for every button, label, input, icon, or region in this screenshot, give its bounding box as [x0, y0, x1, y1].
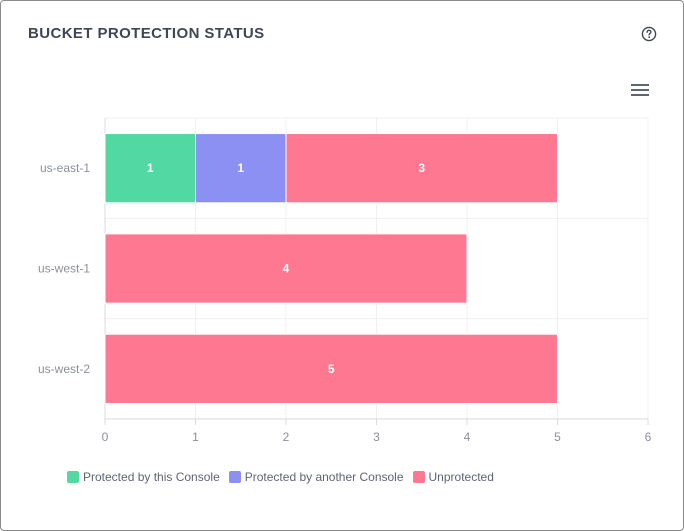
y-category-label: us-west-1: [38, 262, 90, 276]
bar-segment: [104, 133, 196, 204]
legend-swatch: [412, 471, 425, 483]
x-tick-label: 2: [283, 430, 290, 444]
legend-swatch: [67, 471, 79, 483]
bar-segment: [285, 133, 558, 204]
legend-item[interactable]: Protected by another Console: [228, 470, 404, 484]
hamburger-menu-icon[interactable]: [631, 83, 649, 97]
legend-item[interactable]: Unprotected: [412, 470, 494, 484]
x-tick-label: 0: [102, 430, 109, 444]
y-category-label: us-east-1: [40, 161, 90, 175]
x-tick-label: 1: [192, 430, 199, 444]
x-tick-label: 4: [464, 430, 471, 444]
legend-label: Protected by this Console: [83, 470, 220, 484]
bar-data-label: 4: [283, 262, 290, 276]
y-category-label: us-west-2: [38, 362, 90, 376]
x-tick-label: 3: [373, 430, 380, 444]
bar-data-label: 1: [147, 161, 154, 175]
x-tick-label: 5: [554, 430, 561, 444]
bar-data-label: 5: [328, 362, 335, 376]
x-tick-label: 6: [645, 430, 652, 444]
bar-data-label: 1: [237, 161, 244, 175]
legend-label: Protected by another Console: [244, 470, 404, 484]
legend-item[interactable]: Protected by this Console: [67, 470, 220, 484]
bar-data-label: 3: [418, 161, 425, 175]
bar-segment: [195, 133, 287, 204]
bar-segment: [104, 233, 468, 304]
legend-label: Unprotected: [428, 470, 494, 484]
question-circle-icon[interactable]: [641, 26, 657, 42]
legend-swatch: [228, 471, 241, 483]
chart-legend: Protected by this Console Protected by an…: [67, 470, 503, 484]
bar-segment: [104, 333, 558, 404]
chart-title: BUCKET PROTECTION STATUS: [28, 25, 265, 42]
